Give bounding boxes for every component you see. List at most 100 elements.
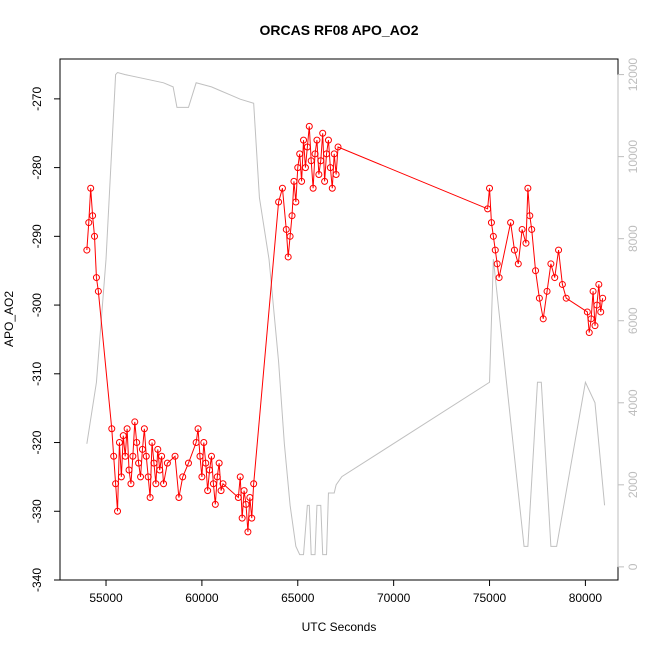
apo-point	[138, 445, 146, 453]
apo-point	[543, 287, 551, 295]
apo-point	[484, 205, 492, 213]
apo-point	[127, 480, 135, 488]
apo-point	[595, 280, 603, 288]
apo-point	[250, 480, 258, 488]
x-axis-label: UTC Seconds	[302, 620, 377, 634]
apo-point	[303, 143, 311, 151]
apo-point	[321, 177, 329, 185]
apo-point	[286, 232, 294, 240]
apo-point	[593, 301, 601, 309]
apo-point	[313, 136, 321, 144]
apo-point	[539, 315, 547, 323]
x-tick-label: 60000	[185, 591, 219, 605]
plot-frame	[59, 58, 619, 581]
apo-point	[275, 198, 283, 206]
apo-point	[217, 487, 225, 495]
apo-point	[558, 280, 566, 288]
y-tick-label: -320	[30, 430, 44, 454]
apo-point	[288, 212, 296, 220]
apo-point	[292, 198, 300, 206]
apo-point	[133, 439, 141, 447]
apo-point	[144, 473, 152, 481]
y-axis-label: APO_AO2	[2, 291, 16, 347]
apo-point	[332, 170, 340, 178]
apo-point	[319, 129, 327, 137]
apo-point	[240, 487, 248, 495]
y-tick-label: -330	[30, 499, 44, 523]
apo-point	[284, 253, 292, 261]
apo-point	[589, 287, 597, 295]
apo-point	[248, 514, 256, 522]
apo-point	[91, 232, 99, 240]
apo-point	[323, 150, 331, 158]
apo-point	[117, 473, 125, 481]
apo-point	[510, 246, 518, 254]
y2-tick-label: 8000	[626, 225, 640, 252]
apo-point	[219, 480, 227, 488]
apo-point	[597, 308, 605, 316]
y-tick-label: -300	[30, 293, 44, 317]
apo-point	[83, 246, 91, 254]
chart-title: ORCAS RF08 APO_AO2	[260, 22, 419, 38]
apo-point	[160, 480, 168, 488]
apo-point	[202, 459, 210, 467]
apo-point	[154, 445, 162, 453]
apo-point	[587, 315, 595, 323]
apo-point	[551, 274, 559, 282]
apo-point	[324, 136, 332, 144]
apo-point	[137, 473, 145, 481]
y2-tick-label: 2000	[626, 471, 640, 498]
apo-point	[196, 452, 204, 460]
y-tick-label: -290	[30, 224, 44, 248]
apo-point	[244, 528, 252, 536]
apo-point	[175, 494, 183, 502]
apo-point	[514, 260, 522, 268]
apo-point	[194, 425, 202, 433]
apo-point	[171, 452, 179, 460]
apo-point	[92, 274, 100, 282]
apo-point	[158, 452, 166, 460]
apo-point	[198, 473, 206, 481]
altitude-line	[86, 71, 606, 556]
axes-layer: 55000 60000 65000 70000 75000 80000-340-330-3…	[30, 58, 640, 605]
x-tick-label: 55000	[89, 591, 123, 605]
apo-point	[334, 143, 342, 151]
apo-point	[495, 274, 503, 282]
apo-point	[300, 136, 308, 144]
apo-point	[179, 473, 187, 481]
apo-point	[330, 150, 338, 158]
apo-point	[150, 459, 158, 467]
x-tick-label: 80000	[569, 591, 603, 605]
apo-point	[85, 219, 93, 227]
y2-tick-label: 4000	[626, 389, 640, 416]
apo-point	[296, 150, 304, 158]
apo-point	[204, 487, 212, 495]
apo-point	[215, 459, 223, 467]
apo-point	[528, 225, 536, 233]
y2-tick-label: 6000	[626, 307, 640, 334]
apo-point	[114, 507, 122, 515]
apo-point	[152, 480, 160, 488]
apo-point	[491, 246, 499, 254]
apo-point	[493, 260, 501, 268]
y-tick-label: -280	[30, 155, 44, 179]
apo-point	[184, 459, 192, 467]
apo-point	[591, 322, 599, 330]
apo-point	[311, 150, 319, 158]
y-tick-label: -340	[30, 568, 44, 592]
apo-point	[532, 267, 540, 275]
apo-point	[305, 122, 313, 130]
apo-point	[562, 294, 570, 302]
y2-tick-label: 12000	[626, 58, 640, 92]
apo-point	[192, 439, 200, 447]
apo-point	[489, 232, 497, 240]
apo-point	[142, 452, 150, 460]
y2-tick-label: 0	[626, 563, 640, 570]
apo-point	[282, 225, 290, 233]
apo-point	[112, 480, 120, 488]
apo-point	[211, 500, 219, 508]
apo-point	[535, 294, 543, 302]
y2-tick-label: 10000	[626, 140, 640, 174]
apo-point	[156, 466, 164, 474]
apo-point	[207, 452, 215, 460]
